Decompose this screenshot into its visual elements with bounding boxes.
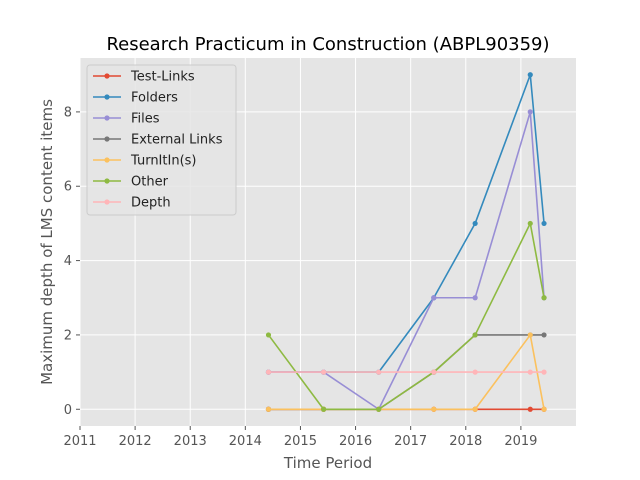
- legend-marker: [104, 115, 110, 121]
- legend-item: TurnItIn(s): [93, 154, 196, 169]
- legend-item: Depth: [93, 196, 171, 211]
- series-layer: [265, 72, 547, 412]
- legend-marker: [104, 73, 110, 79]
- legend-label: TurnItIn(s): [130, 154, 196, 169]
- x-tick-label: 2015: [284, 434, 317, 449]
- x-tick-label: 2012: [119, 434, 152, 449]
- data-point: [265, 369, 272, 375]
- data-point: [320, 406, 327, 412]
- legend-box: [86, 64, 237, 216]
- data-point: [472, 295, 478, 301]
- legend: Test-Links Folders Files External Links Turn…: [86, 64, 237, 216]
- y-tick-label: 4: [64, 254, 72, 269]
- data-point: [472, 406, 478, 412]
- x-tick-label: 2019: [504, 434, 537, 449]
- data-point: [431, 295, 437, 301]
- y-tick-label: 0: [64, 403, 72, 418]
- data-point: [541, 369, 547, 375]
- data-point: [541, 295, 547, 301]
- x-tick-label: 2018: [449, 434, 482, 449]
- legend-item: Folders: [93, 91, 178, 106]
- x-tick-label: 2013: [174, 434, 207, 449]
- data-point: [472, 332, 478, 338]
- data-point: [265, 332, 272, 338]
- data-point: [527, 72, 533, 78]
- x-axis-label: Time Period: [283, 454, 372, 472]
- legend-label: Other: [131, 175, 169, 190]
- x-tick-label: 2016: [339, 434, 372, 449]
- legend-label: Folders: [131, 91, 178, 106]
- x-tick-label: 2011: [63, 434, 96, 449]
- x-tick-label: 2017: [394, 434, 427, 449]
- data-point: [527, 406, 533, 412]
- data-point: [431, 406, 437, 412]
- x-tick-label: 2014: [229, 434, 262, 449]
- data-point: [527, 109, 533, 115]
- legend-label: External Links: [131, 133, 223, 148]
- data-point: [527, 220, 533, 227]
- chart-title: Research Practicum in Construction (ABPL…: [106, 34, 549, 55]
- legend-label: Depth: [131, 196, 171, 211]
- legend-label: Files: [131, 112, 160, 127]
- data-point: [472, 220, 478, 227]
- legend-marker: [104, 178, 110, 184]
- legend-marker: [104, 136, 110, 142]
- data-point: [541, 406, 547, 412]
- data-point: [541, 332, 547, 338]
- legend-label: Test-Links: [130, 70, 195, 85]
- legend-marker: [104, 199, 110, 205]
- legend-marker: [104, 94, 110, 100]
- data-point: [265, 406, 272, 412]
- data-point: [472, 369, 478, 375]
- data-point: [320, 369, 327, 375]
- legend-marker: [104, 157, 110, 163]
- data-point: [527, 332, 533, 338]
- data-point: [431, 369, 437, 375]
- y-axis-label: Maximum depth of LMS content items: [38, 99, 56, 385]
- legend-item: Other: [93, 175, 169, 190]
- legend-item: External Links: [93, 133, 223, 148]
- tick-layer: 2011 2012 2013 2014 2015 2016 2017 2018 2019 0 2 4 6…: [63, 105, 537, 449]
- series-depth: [265, 369, 547, 375]
- y-tick-label: 8: [64, 105, 72, 120]
- data-point: [527, 369, 533, 375]
- data-point: [376, 369, 382, 375]
- legend-item: Files: [93, 112, 160, 127]
- legend-item: Test-Links: [93, 70, 195, 85]
- y-tick-label: 6: [64, 180, 72, 195]
- data-point: [541, 220, 547, 227]
- y-tick-label: 2: [64, 328, 72, 343]
- data-point: [376, 406, 382, 412]
